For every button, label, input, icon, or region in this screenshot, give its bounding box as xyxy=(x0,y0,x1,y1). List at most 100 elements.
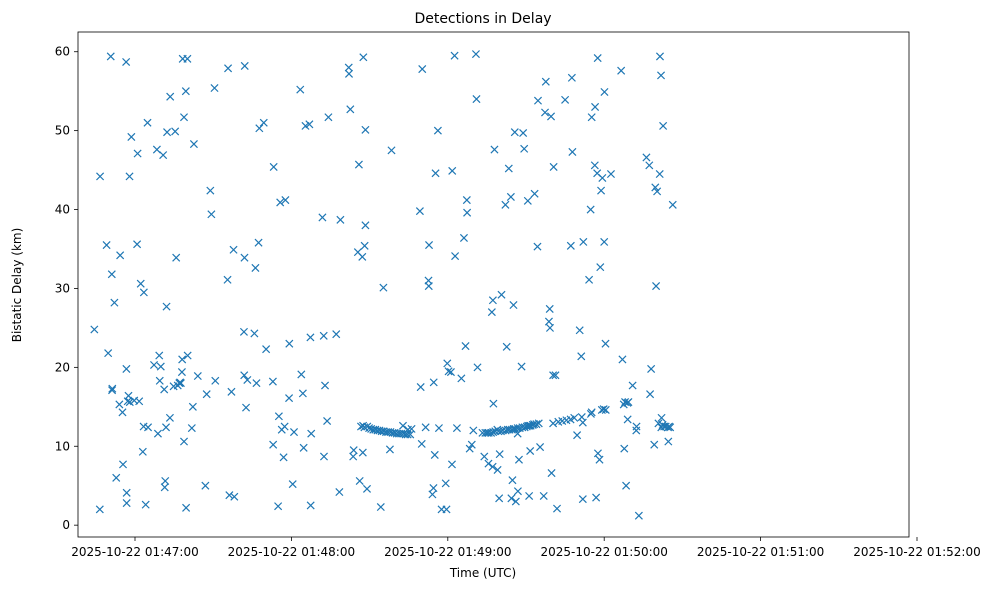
x-tick-label: 2025-10-22 01:50:00 xyxy=(540,545,667,559)
data-point xyxy=(179,437,189,446)
chart-title: Detections in Delay xyxy=(414,11,551,27)
data-point xyxy=(349,452,358,461)
data-point xyxy=(161,476,170,486)
data-point xyxy=(344,63,353,72)
y-axis-label: Bistatic Delay (km) xyxy=(10,228,24,343)
data-point xyxy=(299,443,308,452)
data-point xyxy=(127,132,136,141)
data-point xyxy=(507,494,516,503)
data-point xyxy=(206,186,215,195)
data-point xyxy=(110,298,119,307)
data-point xyxy=(539,491,548,500)
data-point xyxy=(150,360,159,370)
data-point xyxy=(176,379,185,388)
data-point xyxy=(488,296,497,305)
data-point xyxy=(250,329,259,338)
data-point xyxy=(568,147,577,156)
data-point xyxy=(306,333,315,342)
data-point xyxy=(443,359,452,368)
data-point xyxy=(599,405,608,414)
data-point xyxy=(487,308,496,317)
data-point xyxy=(655,170,664,179)
data-point xyxy=(547,469,556,478)
data-point xyxy=(596,263,605,272)
data-point xyxy=(139,288,148,297)
data-point xyxy=(593,449,602,458)
data-point xyxy=(305,120,314,129)
data-point xyxy=(495,450,504,459)
data-point xyxy=(600,237,609,246)
data-point xyxy=(225,491,234,500)
data-point xyxy=(319,452,329,461)
data-point xyxy=(125,398,134,407)
data-point xyxy=(210,83,219,93)
data-point xyxy=(211,376,220,385)
data-point xyxy=(490,145,499,154)
data-point xyxy=(461,342,470,351)
data-point xyxy=(552,504,562,513)
data-point xyxy=(268,377,277,386)
data-point xyxy=(118,460,128,469)
data-point xyxy=(566,241,575,250)
data-point xyxy=(106,52,115,61)
data-point xyxy=(165,413,174,422)
data-point xyxy=(143,118,152,127)
data-point xyxy=(417,439,426,448)
data-point xyxy=(156,362,165,371)
data-point xyxy=(444,367,453,376)
data-point xyxy=(398,421,407,430)
data-point xyxy=(376,502,385,512)
data-point xyxy=(285,339,294,348)
data-point xyxy=(183,351,192,360)
data-point xyxy=(227,387,236,396)
data-point xyxy=(259,118,268,127)
data-point xyxy=(136,279,145,288)
x-tick-label: 2025-10-22 01:52:00 xyxy=(853,545,980,559)
data-point xyxy=(144,423,153,432)
data-point xyxy=(429,484,438,493)
data-point xyxy=(642,153,651,162)
data-point xyxy=(549,162,558,171)
data-point xyxy=(666,423,675,432)
data-point xyxy=(179,113,189,122)
data-point xyxy=(446,368,455,377)
data-point xyxy=(125,172,134,181)
data-point xyxy=(279,453,288,462)
data-point xyxy=(240,371,249,380)
data-point xyxy=(358,448,367,457)
data-point xyxy=(254,238,263,247)
data-point xyxy=(385,445,394,454)
data-point xyxy=(255,124,264,133)
y-axis-ticks: 0 10 20 30 40 50 60 xyxy=(55,45,78,532)
data-point xyxy=(541,77,550,86)
data-point xyxy=(289,428,299,437)
data-point xyxy=(160,483,169,492)
data-point xyxy=(501,200,510,209)
data-point xyxy=(624,398,633,407)
data-point xyxy=(122,57,131,67)
data-point xyxy=(585,275,594,284)
data-point xyxy=(451,252,460,261)
data-point xyxy=(650,440,659,449)
data-point xyxy=(429,378,438,387)
data-point xyxy=(646,390,655,399)
data-point xyxy=(202,390,211,399)
data-point xyxy=(138,447,147,456)
y-tick-label: 0 xyxy=(62,518,70,532)
data-point xyxy=(488,462,497,471)
data-point xyxy=(163,128,172,137)
data-point xyxy=(489,399,498,408)
data-point xyxy=(654,419,663,428)
data-point xyxy=(285,394,294,403)
data-point xyxy=(104,349,113,358)
data-point xyxy=(274,502,283,511)
data-point xyxy=(243,375,252,385)
data-point xyxy=(124,391,133,400)
y-tick-label: 60 xyxy=(55,45,70,59)
data-point xyxy=(567,73,576,82)
data-point xyxy=(473,363,482,372)
data-point xyxy=(95,505,104,514)
data-point xyxy=(431,169,440,178)
data-point xyxy=(618,355,627,364)
data-point xyxy=(484,459,493,468)
